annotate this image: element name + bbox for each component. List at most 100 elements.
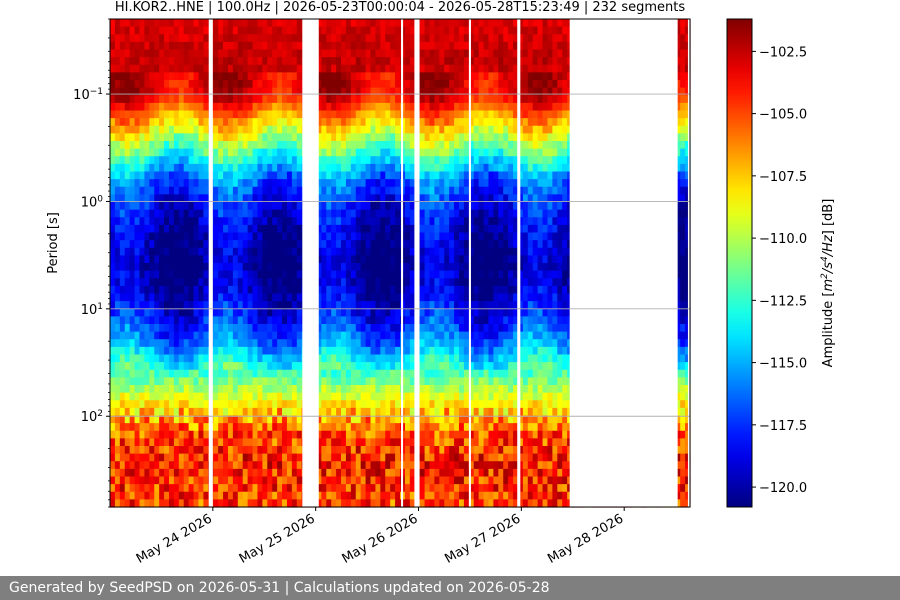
heatmap-cell	[404, 87, 411, 96]
heatmap-cell	[321, 255, 327, 264]
heatmap-cell	[326, 209, 332, 218]
heatmap-cell	[277, 19, 283, 28]
heatmap-cell	[316, 141, 322, 150]
heatmap-cell	[404, 301, 411, 310]
heatmap-cell	[508, 80, 514, 89]
heatmap-cell	[419, 26, 426, 35]
heatmap-cell	[237, 202, 244, 211]
heatmap-cell	[193, 308, 200, 317]
heatmap-cell	[124, 263, 131, 272]
heatmap-cell	[223, 285, 229, 295]
heatmap-cell	[449, 148, 455, 157]
heatmap-cell	[198, 125, 204, 134]
heatmap-cell	[468, 102, 475, 112]
heatmap-cell	[454, 217, 460, 226]
heatmap-cell	[552, 240, 558, 249]
heatmap-cell	[262, 301, 268, 310]
heatmap-cell	[326, 19, 332, 28]
heatmap-cell	[168, 255, 175, 264]
heatmap-cell	[370, 156, 377, 165]
heatmap-cell	[552, 57, 558, 66]
heatmap-cell	[562, 148, 568, 157]
heatmap-cell	[355, 87, 362, 96]
heatmap-cell	[341, 141, 347, 150]
heatmap-cell	[493, 125, 499, 134]
heatmap-cell	[463, 255, 470, 264]
heatmap-cell	[547, 308, 553, 317]
heatmap-cell	[213, 308, 219, 317]
heatmap-cell	[164, 125, 170, 134]
heatmap-cell	[154, 186, 160, 195]
heatmap-cell	[134, 209, 141, 218]
heatmap-cell	[124, 141, 131, 150]
heatmap-cell	[385, 263, 391, 272]
heatmap-cell	[316, 118, 322, 127]
heatmap-cell	[508, 217, 514, 226]
heatmap-cell	[537, 156, 544, 165]
heatmap-cell	[439, 179, 445, 188]
heatmap-cell	[341, 110, 347, 119]
heatmap-cell	[498, 331, 504, 340]
heatmap-cell	[227, 148, 234, 157]
heatmap-cell	[404, 232, 411, 241]
heatmap-cell	[562, 34, 568, 43]
heatmap-cell	[134, 156, 141, 165]
heatmap-cell	[193, 247, 200, 256]
heatmap-cell	[282, 285, 288, 295]
heatmap-cell	[488, 141, 494, 150]
heatmap-cell	[178, 95, 185, 104]
heatmap-cell	[449, 240, 455, 249]
heatmap-cell	[557, 324, 563, 333]
heatmap-cell	[124, 102, 131, 112]
heatmap-cell	[183, 224, 190, 234]
heatmap-cell	[513, 179, 519, 188]
heatmap-cell	[144, 339, 150, 348]
heatmap-cell	[380, 95, 386, 104]
heatmap-cell	[463, 301, 470, 310]
heatmap-cell	[183, 72, 190, 81]
heatmap-cell	[178, 148, 185, 157]
heatmap-cell	[139, 316, 146, 325]
heatmap-cell	[183, 34, 190, 43]
heatmap-cell	[478, 148, 485, 157]
heatmap-cell	[237, 293, 244, 302]
heatmap-cell	[129, 293, 136, 302]
heatmap-cell	[449, 247, 455, 256]
heatmap-cell	[326, 125, 332, 134]
heatmap-cell	[517, 156, 524, 165]
heatmap-cell	[463, 331, 470, 340]
heatmap-cell	[350, 34, 357, 43]
heatmap-cell	[144, 87, 150, 96]
heatmap-cell	[134, 247, 141, 256]
heatmap-cell	[149, 87, 155, 96]
heatmap-cell	[247, 41, 254, 51]
heatmap-cell	[291, 247, 298, 256]
heatmap-cell	[345, 95, 352, 104]
heatmap-cell	[336, 232, 342, 241]
heatmap-cell	[522, 64, 529, 73]
heatmap-cell	[242, 163, 249, 173]
heatmap-cell	[498, 141, 504, 150]
heatmap-cell	[119, 118, 126, 127]
heatmap-cell	[527, 141, 534, 150]
heatmap-cell	[296, 209, 303, 218]
heatmap-cell	[458, 57, 465, 66]
heatmap-cell	[517, 270, 524, 279]
heatmap-cell	[537, 163, 544, 173]
heatmap-cell	[439, 80, 445, 89]
heatmap-cell	[345, 64, 352, 73]
heatmap-cell	[444, 217, 450, 226]
heatmap-cell	[213, 133, 219, 142]
heatmap-cell	[188, 102, 195, 112]
heatmap-cell	[247, 240, 254, 249]
heatmap-cell	[227, 217, 234, 226]
heatmap-cell	[252, 224, 259, 234]
heatmap-cell	[493, 95, 499, 104]
heatmap-cell	[468, 301, 475, 310]
heatmap-cell	[473, 171, 480, 180]
heatmap-cell	[365, 125, 372, 134]
heatmap-cell	[503, 232, 509, 241]
heatmap-cell	[188, 156, 195, 165]
heatmap-cell	[114, 224, 121, 234]
heatmap-cell	[360, 308, 367, 317]
